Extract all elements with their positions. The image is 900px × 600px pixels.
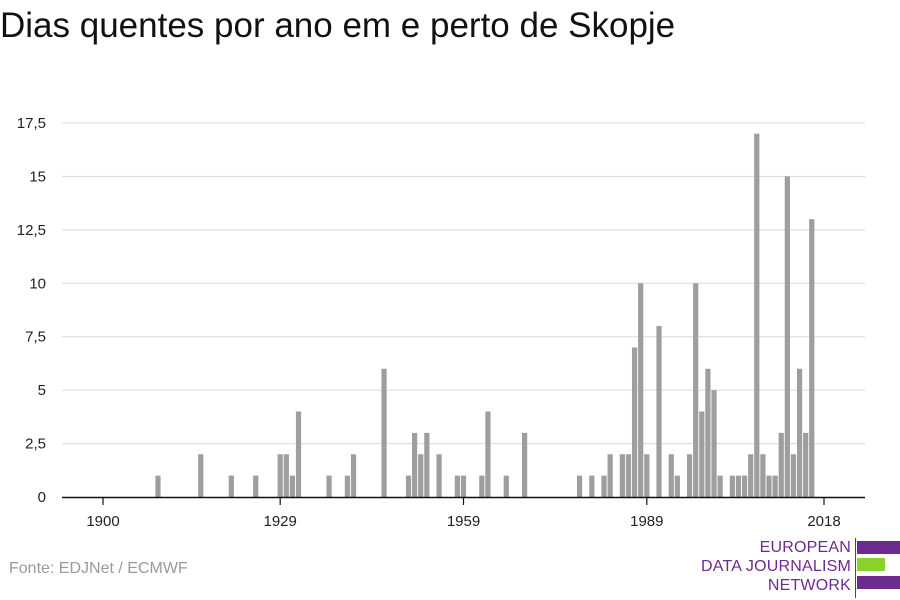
bars [155, 133, 815, 497]
x-tick-label: 2018 [807, 513, 840, 530]
bar [295, 411, 302, 497]
bar [754, 133, 760, 497]
bar [228, 475, 234, 497]
bar [289, 475, 296, 497]
bar [693, 283, 699, 497]
y-tick-label: 5 [38, 382, 46, 399]
bar [705, 368, 711, 497]
y-tick-label: 10 [29, 275, 46, 292]
bar [589, 475, 595, 497]
bar [503, 475, 509, 497]
bar [778, 432, 784, 497]
bar [735, 475, 742, 497]
x-tick-labels: 1900 1929 1959 1989 2018 [86, 513, 840, 530]
bar [766, 475, 772, 497]
logo-bar-middle [857, 558, 885, 571]
bar [784, 176, 790, 497]
logo-line-network: NETWORK [767, 577, 851, 594]
bar [656, 326, 662, 497]
edjnet-logo: EUROPEAN DATA JOURNALISM NETWORK [700, 538, 900, 598]
bar [198, 454, 204, 497]
bar [699, 411, 705, 497]
bar [277, 454, 283, 497]
bar [412, 432, 418, 497]
y-tick-label: 7,5 [25, 329, 46, 346]
bar [619, 454, 625, 497]
y-tick-label: 12,5 [17, 222, 46, 239]
bar [424, 432, 430, 497]
y-tick-labels: 0 2,5 5 7,5 10 12,5 15 17,5 [17, 115, 46, 506]
bar [748, 454, 754, 497]
x-tick-label: 1959 [447, 513, 480, 530]
x-axis [62, 496, 865, 505]
bar [350, 454, 357, 497]
logo-divider [855, 538, 856, 598]
bar [686, 454, 693, 497]
bar [381, 368, 387, 497]
logo-bar-top [857, 541, 900, 554]
bar [405, 475, 412, 497]
bar [803, 432, 809, 497]
x-tick-label: 1989 [630, 513, 663, 530]
y-tick-label: 17,5 [17, 115, 46, 132]
bar [479, 475, 485, 497]
bar [631, 347, 638, 497]
logo-line-data-journalism: DATA JOURNALISM [701, 558, 851, 575]
bar [601, 475, 607, 497]
bar [326, 475, 332, 497]
bar [717, 475, 723, 497]
bar [607, 454, 613, 497]
y-tick-label: 15 [29, 168, 46, 185]
bar [418, 454, 424, 497]
bar-chart: 0 2,5 5 7,5 10 12,5 15 17,5 1900 1929 1959 1989 201… [17, 115, 865, 530]
bar [729, 475, 735, 497]
bar [454, 475, 460, 497]
chart-title: Dias quentes por ano em e perto de Skopj… [0, 6, 676, 45]
bar [460, 475, 467, 497]
bar [711, 390, 717, 497]
bar [625, 454, 632, 497]
bar [668, 454, 674, 497]
y-tick-label: 2,5 [25, 436, 46, 453]
bar [638, 283, 644, 497]
bar [485, 411, 491, 497]
bar [674, 475, 680, 497]
bar [155, 475, 161, 497]
bar [344, 475, 351, 497]
source-note: Fonte: EDJNet / ECMWF [9, 560, 188, 577]
bar [283, 454, 289, 497]
y-tick-label: 0 [38, 489, 46, 506]
x-tick-label: 1900 [86, 513, 119, 530]
bar [772, 475, 778, 497]
bar [436, 454, 442, 497]
bar [253, 475, 259, 497]
bar [809, 219, 815, 497]
bar [521, 432, 528, 497]
bar [644, 454, 650, 497]
bar [741, 475, 748, 497]
x-tick-label: 1929 [264, 513, 297, 530]
bar [796, 368, 803, 497]
gridlines [62, 122, 865, 445]
bar [790, 454, 797, 497]
logo-bar-bottom [857, 576, 900, 589]
bar [576, 475, 583, 497]
logo-line-european: EUROPEAN [759, 539, 851, 556]
bar [760, 454, 766, 497]
